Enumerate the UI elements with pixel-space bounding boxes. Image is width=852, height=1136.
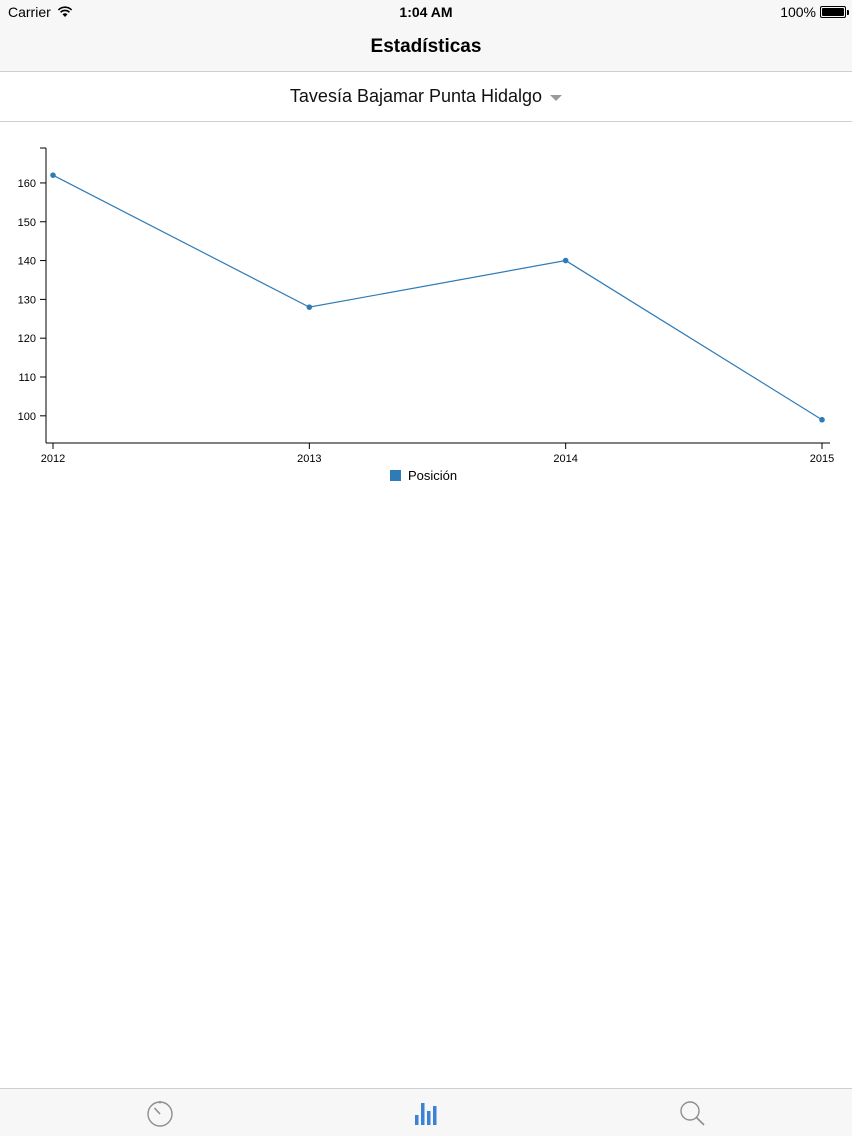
x-tick-label: 2014 bbox=[553, 453, 577, 465]
bar-chart-icon bbox=[415, 1103, 437, 1125]
x-tick-label: 2013 bbox=[297, 453, 321, 465]
page-title: Estadísticas bbox=[370, 36, 482, 57]
x-tick-label: 2015 bbox=[810, 453, 834, 465]
tab-search[interactable] bbox=[672, 1097, 712, 1129]
route-selector-label: Tavesía Bajamar Punta Hidalgo bbox=[289, 86, 543, 106]
y-tick-label: 120 bbox=[18, 333, 36, 345]
search-icon bbox=[680, 1101, 705, 1126]
legend-label: Posición bbox=[408, 468, 457, 483]
series-line bbox=[52, 174, 823, 421]
tab-statistics[interactable] bbox=[406, 1097, 446, 1129]
line-chart: 100 110 120 130 140 150 160 2012 2013 2014 2015 Pos… bbox=[18, 147, 834, 483]
y-tick-label: 140 bbox=[18, 256, 36, 268]
route-selector[interactable]: Tavesía Bajamar Punta Hidalgo bbox=[0, 72, 852, 122]
y-tick-label: 150 bbox=[18, 217, 36, 229]
battery-percent: 100% bbox=[780, 4, 816, 20]
x-tick-label: 2012 bbox=[41, 453, 65, 465]
data-point bbox=[50, 172, 56, 178]
carrier-label: Carrier bbox=[8, 4, 51, 20]
stopwatch-icon bbox=[147, 1101, 173, 1127]
battery-icon bbox=[820, 6, 849, 18]
status-time: 1:04 AM bbox=[399, 4, 453, 20]
y-tick-label: 160 bbox=[18, 178, 36, 190]
navigation-bar: Estadísticas bbox=[0, 24, 852, 72]
tab-bar bbox=[0, 1088, 852, 1136]
y-tick-label: 110 bbox=[18, 372, 36, 384]
wifi-icon bbox=[57, 6, 72, 17]
battery-fill bbox=[822, 8, 844, 16]
y-tick-label: 100 bbox=[18, 411, 36, 423]
caret-down-icon bbox=[550, 94, 563, 101]
data-point bbox=[819, 416, 825, 423]
data-point bbox=[562, 257, 569, 264]
status-left: Carrier bbox=[8, 4, 73, 20]
legend-swatch bbox=[390, 470, 401, 481]
y-tick-label: 130 bbox=[18, 294, 36, 306]
data-point bbox=[306, 304, 313, 310]
status-bar: Carrier 1:04 AM 100% bbox=[0, 0, 852, 24]
status-right: 100% bbox=[780, 4, 849, 20]
tab-stopwatch[interactable] bbox=[140, 1097, 180, 1129]
